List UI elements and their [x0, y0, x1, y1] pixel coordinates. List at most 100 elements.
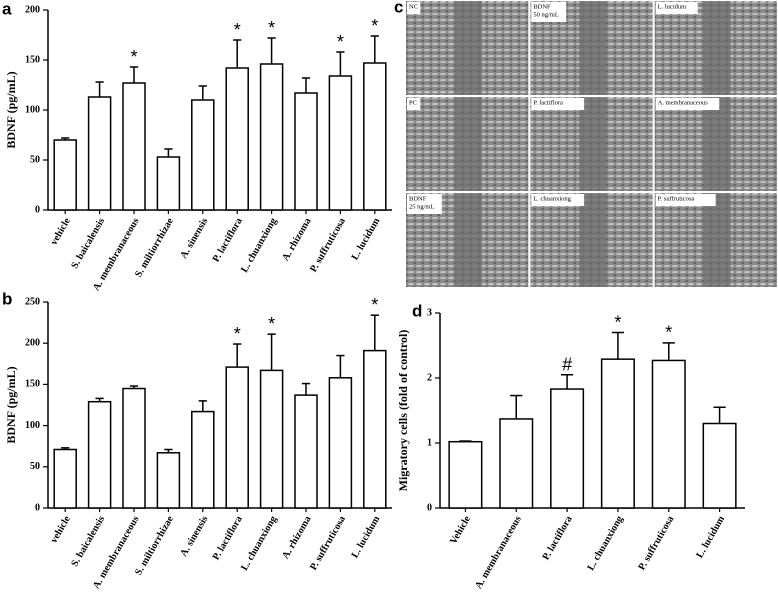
wound-gap — [454, 193, 483, 287]
label-box — [655, 98, 720, 110]
bar — [87, 400, 112, 509]
wound-gap — [703, 193, 731, 287]
label-box — [407, 98, 421, 110]
significance-mark: # — [562, 355, 572, 375]
bar — [191, 99, 215, 211]
image-label: A. membranaceous — [658, 99, 709, 106]
wound-gap — [454, 1, 483, 95]
image-label: P. suffruticosa — [658, 195, 695, 202]
significance-mark: * — [268, 314, 275, 334]
x-tick-label: A. rhizoma — [280, 514, 313, 561]
label-box — [531, 2, 567, 22]
y-tick-label: 250 — [25, 296, 40, 307]
y-tick-label: 150 — [25, 54, 40, 65]
y-tick-label: 100 — [25, 104, 40, 115]
wound-gap — [579, 193, 607, 287]
label-box — [655, 194, 716, 206]
y-tick-label: 50 — [30, 461, 40, 472]
y-axis-label: BDNF (pg/mL) — [4, 366, 18, 443]
bar — [53, 448, 77, 509]
image-label: PC — [409, 99, 417, 106]
y-tick-label: 2 — [427, 372, 432, 383]
bar — [122, 387, 146, 509]
bar — [122, 82, 146, 211]
bar — [651, 359, 686, 509]
image-label: 50 ng/mL — [533, 11, 558, 18]
x-tick-label: L. chuanxiong — [239, 514, 279, 572]
y-tick-label: 0 — [35, 502, 40, 513]
bar — [294, 92, 318, 211]
x-tick-label: L. lucidum — [694, 514, 727, 561]
significance-mark: * — [130, 47, 137, 67]
bar — [702, 422, 737, 509]
x-tick-label: vehicle — [49, 514, 74, 545]
bar — [363, 62, 387, 211]
bar — [156, 156, 181, 211]
image-label: BDNF — [533, 3, 551, 10]
significance-mark: * — [234, 20, 241, 40]
bar — [156, 452, 181, 509]
y-tick-label: 50 — [30, 154, 40, 165]
x-tick-label: L. lucidum — [350, 216, 383, 263]
bar — [499, 418, 534, 509]
significance-mark: * — [337, 32, 344, 52]
panel-label: d — [412, 301, 422, 320]
label-box — [407, 2, 421, 14]
x-tick-label: P. lactiflora — [211, 216, 245, 264]
x-tick-label: S. baicalensis — [69, 216, 107, 271]
x-tick-label: A. membranaceous — [473, 514, 524, 591]
bar — [259, 369, 284, 509]
wound-gap — [703, 1, 731, 95]
image-label: BDNF — [409, 195, 427, 202]
x-tick-label: P. suffruticosa — [636, 514, 676, 572]
y-tick-label: 150 — [25, 379, 40, 390]
bar — [191, 410, 215, 509]
y-axis-label: Migratory cells (fold of control) — [396, 330, 410, 492]
x-tick-label: S. miltiorrhizae — [133, 216, 176, 280]
image-label: P. lactiflora — [533, 99, 563, 106]
bar — [328, 377, 353, 509]
y-axis-label: BDNF (pg/mL) — [4, 71, 18, 148]
x-tick-label: L. chuanxiong — [585, 514, 625, 572]
label-box — [655, 2, 698, 14]
wound-gap — [579, 97, 607, 191]
x-tick-label: S. baicalensis — [69, 514, 107, 569]
bar — [363, 349, 387, 509]
bar — [448, 440, 483, 509]
significance-mark: * — [371, 16, 378, 36]
x-tick-label: Vehicle — [448, 514, 473, 547]
label-box — [531, 194, 585, 206]
panel-label: c — [394, 0, 403, 16]
label-box — [531, 98, 585, 110]
y-tick-label: 0 — [427, 502, 432, 513]
bar — [600, 358, 635, 509]
image-label: L. lucidum — [658, 3, 687, 10]
bar — [225, 67, 249, 211]
x-tick-label: P. lactiflora — [541, 514, 575, 562]
x-tick-label: A. sinensis — [178, 216, 210, 261]
panel-label: a — [2, 0, 12, 18]
x-tick-label: P. lactiflora — [211, 514, 245, 562]
label-box — [407, 194, 442, 214]
x-tick-label: A. sinensis — [178, 514, 210, 559]
x-tick-label: L. lucidum — [350, 514, 383, 561]
significance-mark: * — [665, 323, 672, 343]
image-label: L. chuanxiong — [533, 195, 571, 202]
y-tick-label: 200 — [25, 337, 40, 348]
image-label: NC — [409, 3, 418, 10]
x-tick-label: P. suffruticosa — [308, 514, 348, 572]
panel-label: b — [2, 289, 12, 308]
bar — [294, 394, 318, 509]
significance-mark: * — [268, 18, 275, 38]
x-tick-label: S. miltiorrhizae — [133, 514, 176, 578]
image-label: 25 ng/mL — [409, 203, 434, 210]
wound-gap — [579, 1, 607, 95]
y-tick-label: 0 — [35, 204, 40, 215]
x-tick-label: P. suffruticosa — [308, 216, 348, 274]
wound-gap — [454, 97, 483, 191]
bar — [259, 63, 284, 211]
significance-mark: * — [614, 312, 621, 332]
x-tick-label: L. chuanxiong — [239, 216, 279, 274]
bar — [53, 139, 77, 211]
